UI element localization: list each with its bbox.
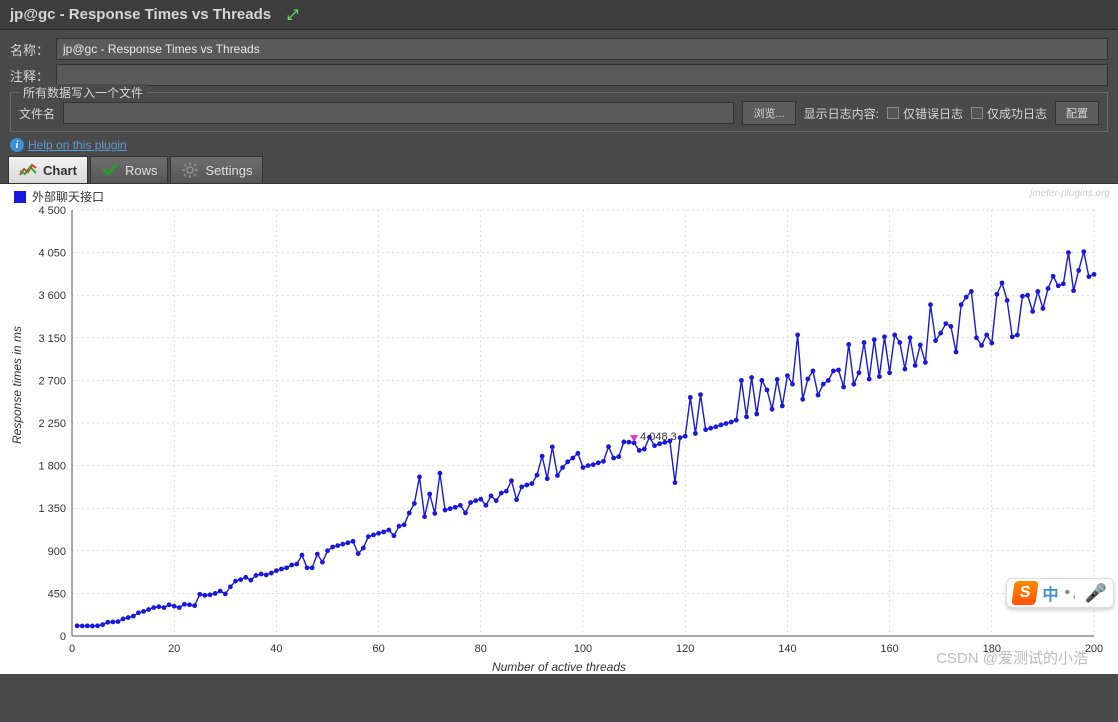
checkbox-icon [971, 107, 983, 119]
sogou-icon: S [1011, 581, 1038, 605]
file-fieldset: 所有数据写入一个文件 文件名 浏览... 显示日志内容: 仅错误日志 仅成功日志… [10, 92, 1108, 132]
svg-text:2 700: 2 700 [38, 375, 66, 387]
watermark-top: jmeter-plugins.org [1030, 188, 1110, 199]
chart-panel: 外部聊天接口 jmeter-plugins.org 0 450 900 1 350 1 … [0, 184, 1118, 674]
svg-text:0: 0 [69, 643, 75, 655]
title-bar: jp@gc - Response Times vs Threads ⤢ [0, 0, 1118, 30]
expand-icon[interactable]: ⤢ [287, 6, 298, 23]
x-axis-label: Number of active threads [492, 660, 626, 674]
svg-text:3 150: 3 150 [38, 333, 66, 345]
chart-legend[interactable]: 外部聊天接口 [14, 188, 104, 205]
svg-text:60: 60 [372, 643, 384, 655]
comment-row: 注释： [10, 64, 1108, 86]
info-icon: i [10, 138, 24, 152]
svg-text:4 048.3: 4 048.3 [640, 431, 677, 443]
svg-text:1 800: 1 800 [38, 461, 66, 473]
legend-label: 外部聊天接口 [32, 188, 104, 205]
svg-text:160: 160 [880, 643, 898, 655]
svg-text:100: 100 [574, 643, 592, 655]
file-label: 文件名 [19, 105, 55, 122]
svg-text:4 050: 4 050 [38, 248, 66, 260]
name-label: 名称： [10, 40, 50, 59]
ime-widget[interactable]: S 中 •, 🎤 [1006, 578, 1114, 608]
name-input[interactable] [56, 38, 1108, 60]
success-only-checkbox[interactable]: 仅成功日志 [971, 105, 1047, 122]
svg-text:4 500: 4 500 [38, 205, 66, 217]
svg-text:40: 40 [270, 643, 282, 655]
svg-text:120: 120 [676, 643, 694, 655]
tab-chart-label: Chart [43, 163, 77, 178]
comment-input[interactable] [56, 64, 1108, 86]
watermark-bottom: CSDN @爱测试的小浩 [936, 647, 1088, 668]
svg-text:20: 20 [168, 643, 180, 655]
name-row: 名称： [10, 38, 1108, 60]
svg-text:3 600: 3 600 [38, 290, 66, 302]
tab-settings[interactable]: Settings [170, 156, 263, 183]
svg-text:0: 0 [60, 631, 66, 643]
help-row: i Help on this plugin [0, 136, 1118, 156]
configure-button[interactable]: 配置 [1055, 101, 1099, 125]
svg-text:140: 140 [778, 643, 796, 655]
tab-bar: Chart Rows Settings [0, 156, 1118, 184]
ime-dots-icon: •, [1065, 584, 1079, 602]
browse-button[interactable]: 浏览... [742, 101, 795, 125]
tab-settings-label: Settings [205, 163, 252, 178]
tab-rows[interactable]: Rows [90, 156, 169, 183]
tab-rows-label: Rows [125, 163, 158, 178]
file-input[interactable] [63, 102, 734, 124]
errors-only-checkbox[interactable]: 仅错误日志 [887, 105, 963, 122]
errors-only-label: 仅错误日志 [903, 105, 963, 122]
fieldset-legend: 所有数据写入一个文件 [19, 84, 147, 101]
svg-text:450: 450 [48, 588, 66, 600]
svg-text:80: 80 [475, 643, 487, 655]
rows-icon [101, 161, 119, 179]
legend-swatch [14, 191, 26, 203]
mic-icon: 🎤 [1085, 583, 1107, 604]
chart-svg: 0 450 900 1 350 1 800 2 250 2 700 3 150 3 600 4 0… [10, 204, 1108, 664]
chart-icon [19, 161, 37, 179]
file-row: 文件名 浏览... 显示日志内容: 仅错误日志 仅成功日志 配置 [19, 101, 1099, 125]
ime-mode: 中 [1043, 581, 1059, 605]
form-area: 名称： 注释： [0, 30, 1118, 86]
svg-text:1 350: 1 350 [38, 503, 66, 515]
window-title: jp@gc - Response Times vs Threads [10, 6, 271, 23]
help-link[interactable]: Help on this plugin [28, 138, 127, 152]
log-content-label: 显示日志内容: [804, 105, 879, 122]
svg-text:2 250: 2 250 [38, 418, 66, 430]
success-only-label: 仅成功日志 [987, 105, 1047, 122]
y-axis-label: Response times in ms [10, 326, 24, 444]
svg-text:900: 900 [48, 546, 66, 558]
gear-icon [181, 161, 199, 179]
comment-label: 注释： [10, 66, 50, 85]
checkbox-icon [887, 107, 899, 119]
tab-chart[interactable]: Chart [8, 156, 88, 183]
